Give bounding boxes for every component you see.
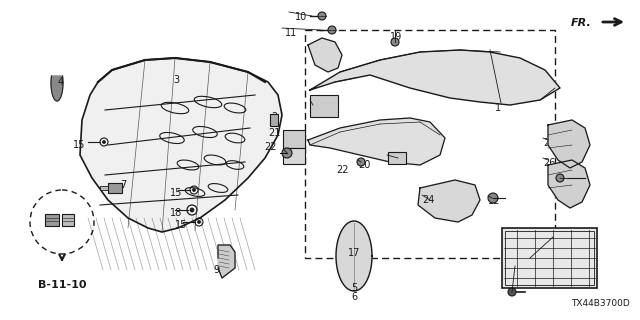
Text: 19: 19	[390, 32, 403, 42]
Bar	[388, 152, 406, 164]
Bar	[502, 228, 597, 288]
Circle shape	[190, 208, 194, 212]
Text: 26: 26	[543, 138, 556, 148]
Polygon shape	[308, 118, 445, 165]
Text: 24: 24	[422, 195, 435, 205]
Circle shape	[391, 38, 399, 46]
Polygon shape	[51, 76, 63, 101]
Bar	[283, 148, 305, 164]
Text: 11: 11	[285, 28, 297, 38]
Text: 12: 12	[488, 196, 500, 206]
Text: 6: 6	[351, 292, 357, 302]
Bar	[505, 231, 594, 285]
Circle shape	[488, 193, 498, 203]
Polygon shape	[418, 180, 480, 222]
Bar	[305, 30, 555, 258]
Polygon shape	[548, 160, 590, 208]
Text: FR.: FR.	[572, 18, 592, 28]
Text: 3: 3	[173, 75, 179, 85]
Text: 17: 17	[348, 248, 360, 258]
Circle shape	[328, 26, 336, 34]
Text: 5: 5	[351, 283, 357, 293]
Text: 22: 22	[336, 165, 349, 175]
Circle shape	[198, 220, 200, 223]
Bar	[310, 95, 338, 117]
Text: 21: 21	[268, 128, 280, 138]
Text: 16: 16	[284, 150, 296, 160]
Circle shape	[102, 140, 106, 143]
Text: 14: 14	[515, 266, 527, 276]
Text: 2: 2	[271, 112, 277, 122]
Bar	[62, 214, 74, 226]
Text: 15: 15	[175, 220, 188, 230]
Circle shape	[193, 188, 195, 191]
Text: 1: 1	[495, 103, 501, 113]
Text: B-11-10: B-11-10	[38, 280, 86, 290]
Text: TX44B3700D: TX44B3700D	[572, 299, 630, 308]
Bar	[283, 130, 305, 148]
Text: 9: 9	[213, 265, 219, 275]
Text: 22: 22	[264, 142, 276, 152]
Text: 18: 18	[170, 208, 182, 218]
Text: 13: 13	[566, 178, 579, 188]
Circle shape	[556, 174, 564, 182]
Polygon shape	[218, 245, 235, 278]
Bar	[270, 114, 278, 126]
Text: 4: 4	[58, 77, 64, 87]
Bar	[100, 186, 108, 190]
Polygon shape	[80, 58, 282, 232]
Polygon shape	[336, 221, 372, 291]
Text: 23: 23	[313, 105, 325, 115]
Circle shape	[282, 148, 292, 158]
Text: 20: 20	[358, 160, 371, 170]
Text: 25: 25	[387, 155, 399, 165]
Text: 8: 8	[552, 237, 558, 247]
Text: 7: 7	[120, 180, 126, 190]
Polygon shape	[308, 38, 342, 72]
Bar	[108, 183, 122, 193]
Text: 15: 15	[73, 140, 85, 150]
Circle shape	[508, 288, 516, 296]
Text: 10: 10	[295, 12, 307, 22]
Text: 26: 26	[543, 158, 556, 168]
Circle shape	[318, 12, 326, 20]
Polygon shape	[548, 120, 590, 168]
Polygon shape	[310, 50, 560, 105]
Bar	[45, 214, 59, 226]
Circle shape	[357, 158, 365, 166]
Text: 15: 15	[170, 188, 182, 198]
